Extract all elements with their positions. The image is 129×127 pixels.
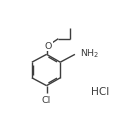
- Text: O: O: [45, 42, 52, 51]
- Text: NH$_2$: NH$_2$: [80, 48, 100, 60]
- Text: Cl: Cl: [42, 96, 51, 105]
- Text: HCl: HCl: [91, 86, 110, 97]
